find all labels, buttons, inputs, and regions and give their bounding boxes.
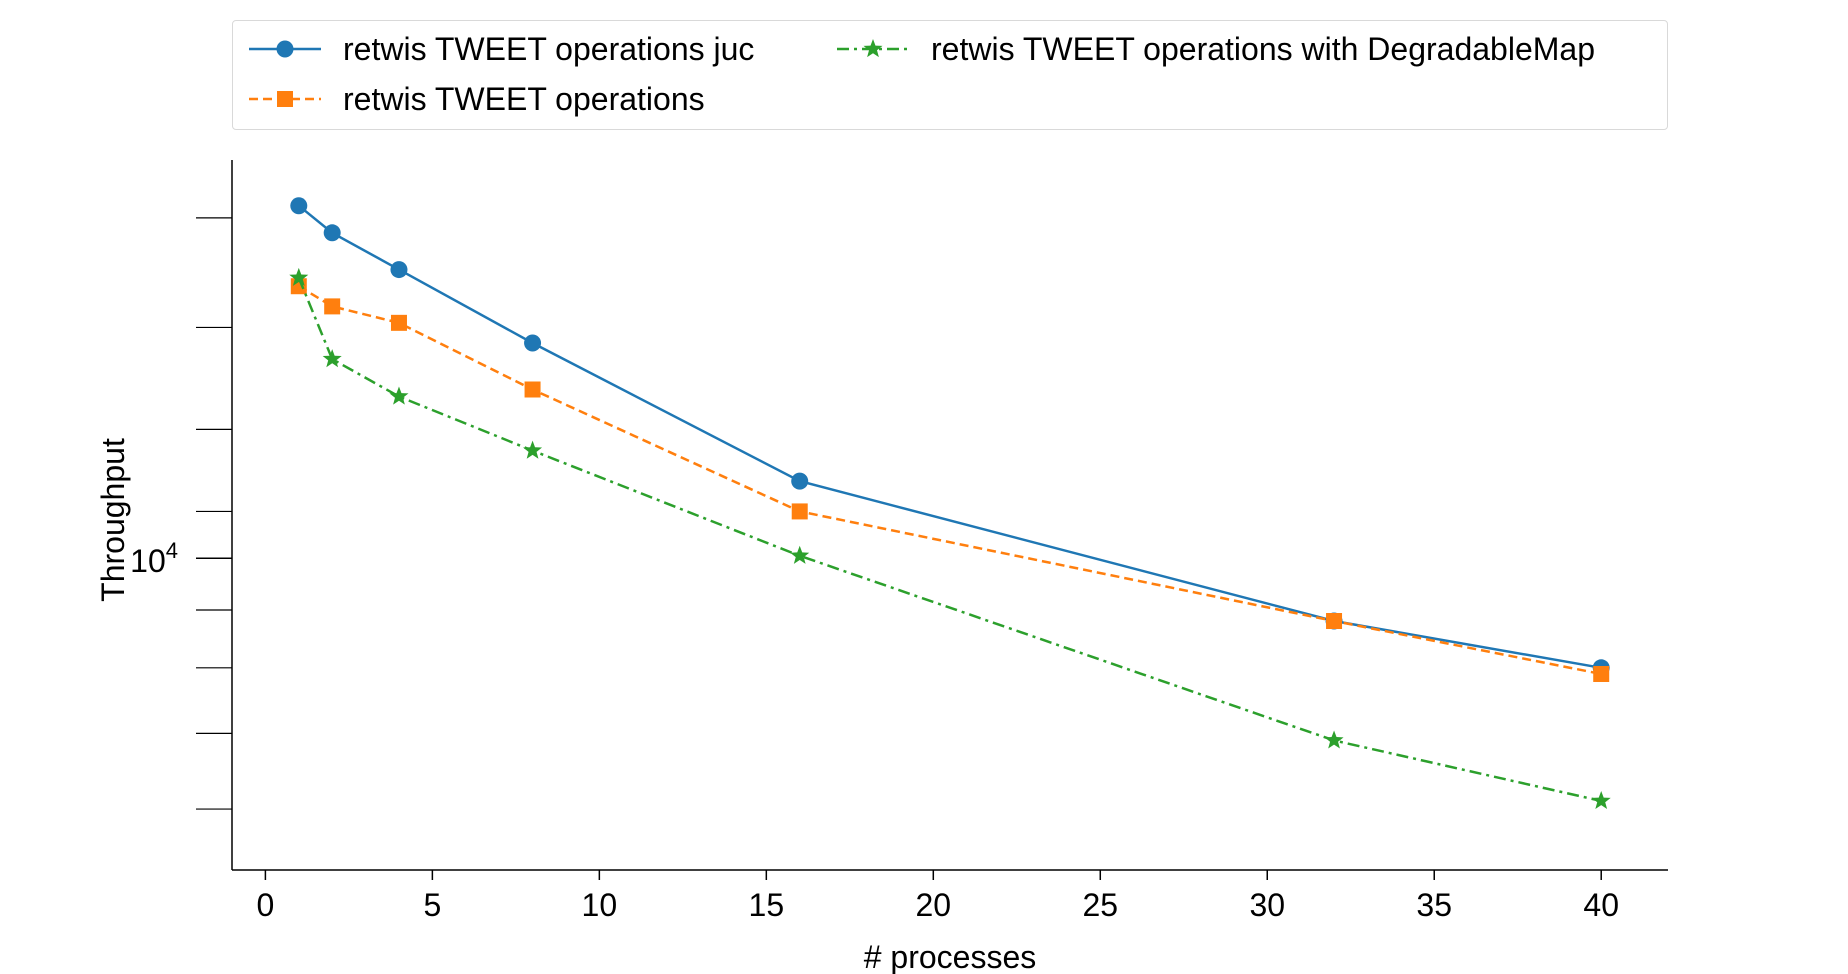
legend-label-juc: retwis TWEET operations juc [343,30,755,67]
x-tick-label-0: 0 [256,887,274,923]
series-1-point-1 [324,298,341,315]
series-line-1 [298,285,1602,676]
x-tick-label-40: 40 [1583,887,1619,923]
axes [231,160,1668,871]
series-1 [290,278,1610,682]
legend-entry-plain: retwis TWEET operations [245,79,705,119]
legend-label-degradable: retwis TWEET operations with DegradableM… [931,30,1595,67]
series-2-point-6 [1591,790,1611,810]
legend: retwis TWEET operations juc retwis TWEET… [232,20,1668,130]
legend-swatch-degradable [837,39,909,58]
legend-entry-degradable: retwis TWEET operations with DegradableM… [833,29,1595,69]
series-0-point-4 [791,472,809,490]
x-tick-label-15: 15 [749,887,785,923]
series-0-point-0 [290,197,308,215]
series-2-point-0 [289,267,309,286]
series-0-point-2 [390,261,408,279]
series-0-point-3 [524,334,542,352]
x-ticks: 0 5 10 15 20 25 30 35 40 [256,870,1619,923]
series-0-point-1 [323,224,341,242]
legend-swatch-juc [249,40,321,58]
series-2 [289,267,1611,810]
series-2-point-5 [1324,730,1344,749]
series-1-point-3 [524,381,541,398]
series-line-0 [298,204,1602,670]
series-line-2 [297,277,1602,803]
x-tick-label-30: 30 [1249,887,1285,923]
legend-swatch-marker-0 [276,40,294,58]
series-2-point-3 [523,440,543,459]
series-1-point-6 [1593,665,1610,682]
x-tick-label-20: 20 [916,887,952,923]
legend-swatch-marker-2 [863,39,883,58]
series-2-point-1 [322,349,342,368]
legend-entry-juc: retwis TWEET operations juc [245,29,754,69]
x-tick-label-25: 25 [1082,887,1118,923]
x-axis-label: # processes [864,939,1037,974]
y-tick-label-10000: 104 [130,538,178,579]
series-0 [290,197,1610,677]
y-axis-label: Throughput [95,438,131,602]
legend-swatch-marker-1 [277,91,293,107]
series-1-point-2 [390,314,407,331]
series-2-point-2 [389,386,409,405]
x-tick-label-5: 5 [423,887,441,923]
x-tick-label-10: 10 [582,887,618,923]
series-2-point-4 [790,545,810,564]
legend-swatch-plain [249,91,321,107]
x-tick-label-35: 35 [1416,887,1452,923]
series-1-point-5 [1326,613,1343,630]
legend-label-plain: retwis TWEET operations [343,80,705,117]
series-layer [289,197,1611,810]
series-1-point-4 [791,503,808,520]
y-ticks: 104 [130,217,232,810]
